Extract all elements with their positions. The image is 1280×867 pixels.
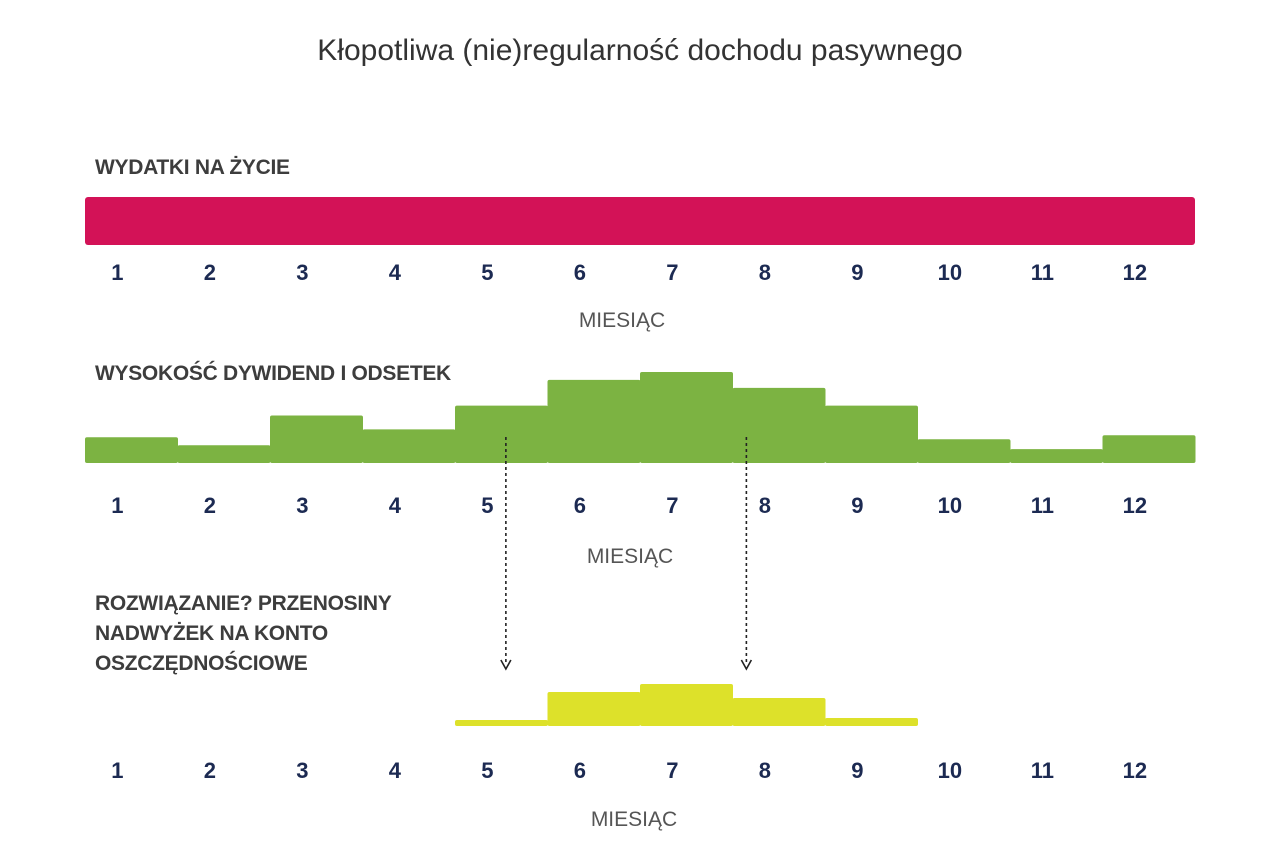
panel-3-tick-1: 1: [111, 758, 123, 783]
panel-2-tick-6: 6: [574, 493, 586, 518]
panel-2-bar-5: [455, 405, 548, 463]
chart-title: Kłopotliwa (nie)regularność dochodu pasy…: [317, 34, 962, 67]
panel-2-bar-3: [270, 415, 363, 463]
panel-3-bar-5: [455, 720, 548, 726]
panel-2-bar-7: [640, 372, 733, 463]
panel-2-bars: [85, 372, 1196, 463]
panel-2-bar-4: [362, 429, 456, 463]
panel-3-bar-7: [640, 684, 733, 726]
transfer-arrow-head-1: [500, 659, 512, 671]
panel-1-tick-5: 5: [481, 260, 493, 285]
panel-3-xlabel: MIESIĄC: [591, 808, 677, 831]
panel-2-label: WYSOKOŚĆ DYWIDEND I ODSETEK: [95, 361, 451, 385]
panel-2-tick-3: 3: [296, 493, 308, 518]
panel-2-tick-5: 5: [481, 493, 493, 518]
panel-2-tick-9: 9: [851, 493, 863, 518]
panel-2-tick-1: 1: [111, 493, 123, 518]
expense-band: [85, 197, 1195, 245]
panel-3-tick-7: 7: [666, 758, 678, 783]
panel-1-tick-11: 11: [1031, 260, 1054, 285]
panel-3-tick-4: 4: [389, 758, 402, 783]
panel-1-tick-10: 10: [938, 260, 962, 285]
panel-1-ticks: 1 2 3 4 5 6 7 8 9 10 11 12: [111, 260, 1147, 285]
panel-2-tick-12: 12: [1123, 493, 1147, 518]
panel-3-tick-5: 5: [481, 758, 493, 783]
panel-3-tick-10: 10: [938, 758, 962, 783]
panel-3-tick-3: 3: [296, 758, 308, 783]
panel-3-label-line-2: NADWYŻEK NA KONTO: [95, 622, 328, 645]
panel-1-tick-6: 6: [574, 260, 586, 285]
panel-2-tick-10: 10: [938, 493, 962, 518]
panel-2-bar-10: [917, 439, 1011, 463]
panel-1-tick-9: 9: [851, 260, 863, 285]
panel-3-tick-6: 6: [574, 758, 586, 783]
panel-3-bar-8: [732, 698, 826, 726]
panel-3-tick-8: 8: [759, 758, 771, 783]
panel-2-bar-12: [1102, 435, 1196, 463]
panel-3-label-line-3: OSZCZĘDNOŚCIOWE: [95, 651, 308, 675]
panel-3-ticks: 1 2 3 4 5 6 7 8 9 10 11 12: [111, 758, 1147, 783]
panel-1-tick-1: 1: [111, 260, 123, 285]
transfer-arrow-head-2: [740, 659, 753, 671]
panel-2-tick-8: 8: [759, 493, 771, 518]
panel-3-tick-12: 12: [1123, 758, 1147, 783]
panel-2-tick-11: 11: [1031, 493, 1054, 518]
panel-2-tick-7: 7: [666, 493, 678, 518]
panel-2-bar-8: [732, 387, 826, 463]
panel-1-bars: [85, 197, 1195, 245]
panel-3-bars: [455, 684, 918, 726]
panel-1-tick-8: 8: [759, 260, 771, 285]
panel-1-tick-2: 2: [204, 260, 216, 285]
panel-3-bar-6: [547, 692, 641, 726]
panel-2-bar-6: [547, 379, 641, 463]
panel-2-tick-2: 2: [204, 493, 216, 518]
panel-2-bar-1: [85, 437, 178, 463]
panel-1-tick-12: 12: [1123, 260, 1147, 285]
panel-1-tick-4: 4: [389, 260, 402, 285]
panel-1-xlabel: MIESIĄC: [579, 309, 665, 332]
panel-1-tick-7: 7: [666, 260, 678, 285]
panel-2-tick-4: 4: [389, 493, 402, 518]
panel-2-bar-11: [1010, 449, 1103, 463]
panel-3-bar-9: [825, 718, 918, 726]
panel-1-label: WYDATKI NA ŻYCIE: [95, 156, 290, 179]
panel-3-tick-2: 2: [204, 758, 216, 783]
panel-1-tick-3: 3: [296, 260, 308, 285]
panel-2-xlabel: MIESIĄC: [587, 545, 673, 568]
panel-2-ticks: 1 2 3 4 5 6 7 8 9 10 11 12: [111, 493, 1147, 518]
panel-3-tick-9: 9: [851, 758, 863, 783]
panel-3-label-line-1: ROZWIĄZANIE? PRZENOSINY: [95, 592, 392, 615]
panel-2-bar-9: [825, 405, 918, 463]
panel-2-bar-2: [177, 445, 271, 463]
panel-3-tick-11: 11: [1031, 758, 1054, 783]
transfer-arrows: [500, 437, 753, 671]
